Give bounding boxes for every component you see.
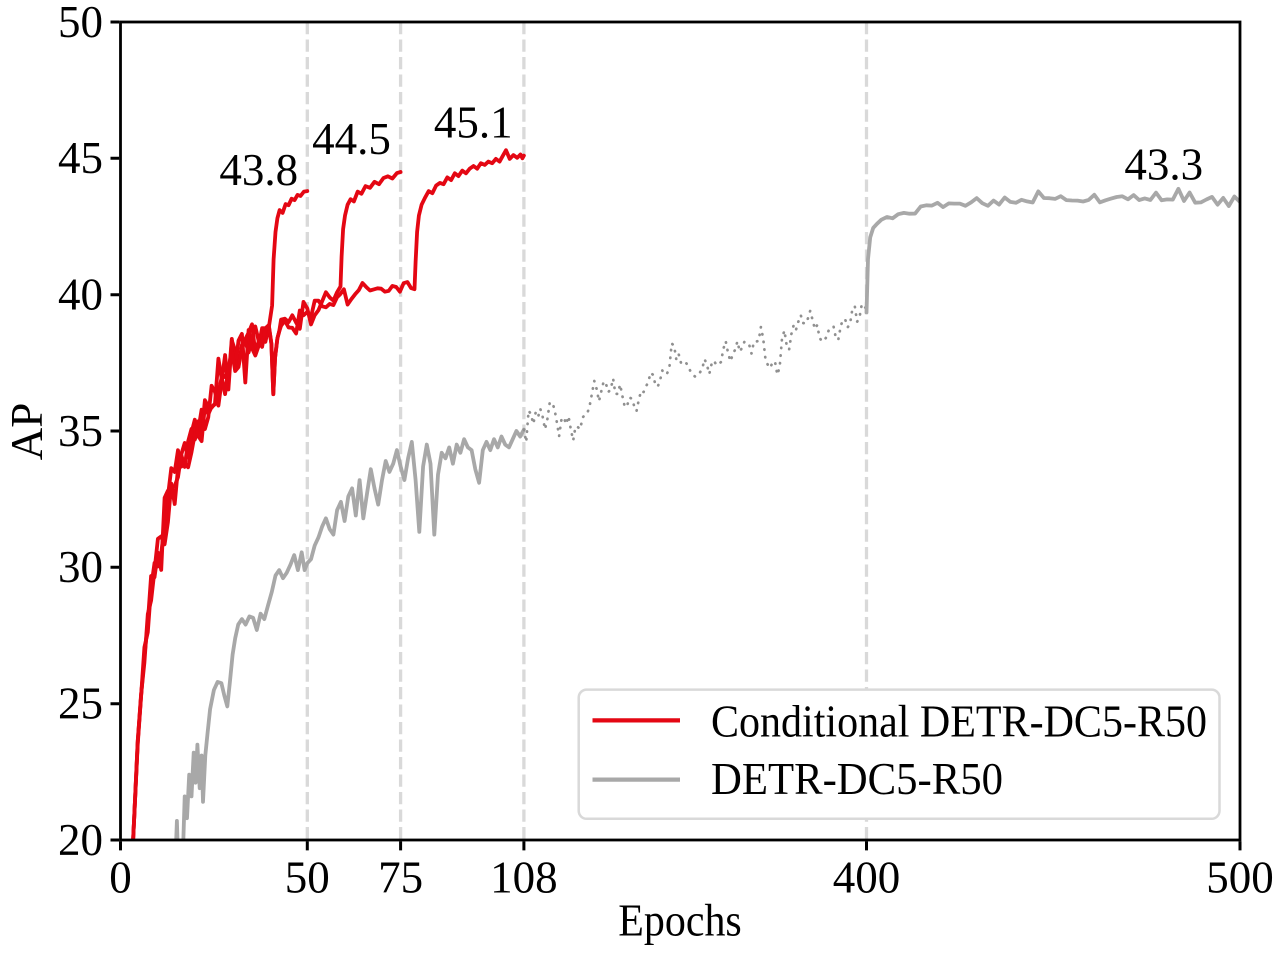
svg-text:45.1: 45.1 [434,98,513,148]
svg-text:108: 108 [490,853,558,903]
svg-text:44.5: 44.5 [312,114,391,164]
svg-text:50: 50 [58,0,103,47]
svg-text:45: 45 [58,133,103,183]
svg-text:30: 30 [58,542,103,592]
svg-text:20: 20 [58,815,103,865]
svg-text:Epochs: Epochs [618,896,742,946]
svg-text:DETR-DC5-R50: DETR-DC5-R50 [711,754,1003,804]
svg-text:0: 0 [109,853,132,903]
svg-text:40: 40 [58,270,103,320]
svg-text:43.3: 43.3 [1124,140,1203,190]
svg-text:25: 25 [58,679,103,729]
svg-text:400: 400 [833,853,901,903]
svg-text:Conditional DETR-DC5-R50: Conditional DETR-DC5-R50 [711,697,1207,747]
svg-text:AP: AP [2,403,52,461]
svg-text:35: 35 [58,406,103,456]
svg-text:50: 50 [285,853,330,903]
svg-text:500: 500 [1206,853,1274,903]
svg-text:75: 75 [378,853,423,903]
svg-text:43.8: 43.8 [219,145,298,195]
